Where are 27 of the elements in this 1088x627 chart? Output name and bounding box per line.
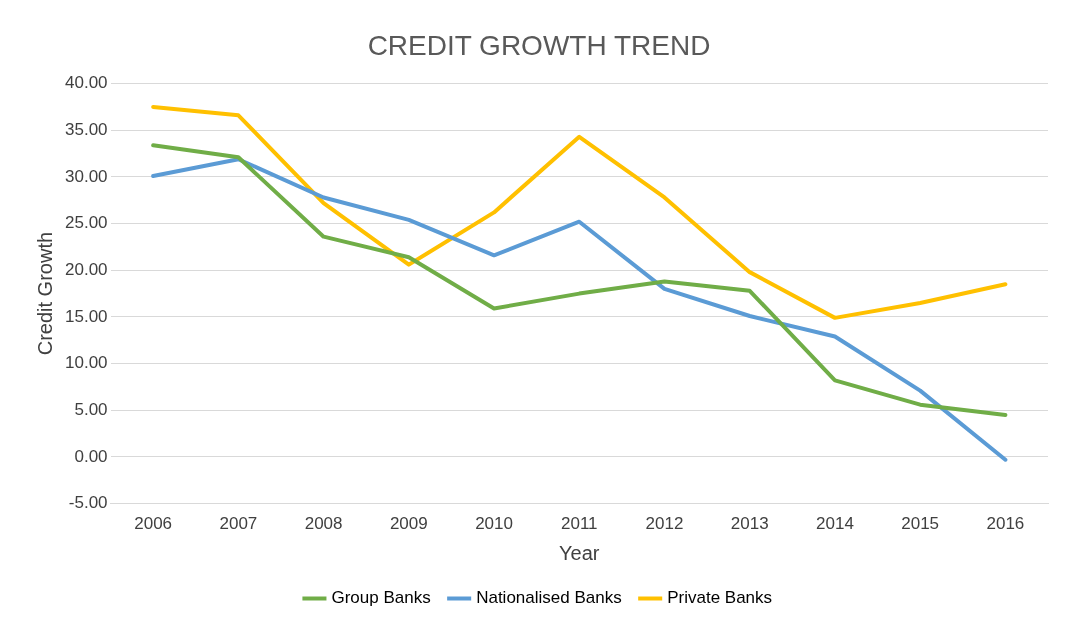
x-tick-label: 2006 xyxy=(134,514,173,534)
x-tick-label: 2009 xyxy=(389,514,428,534)
x-tick-label: 2015 xyxy=(901,514,940,534)
legend-label: Group Banks xyxy=(331,588,431,608)
x-tick-label: 2011 xyxy=(560,514,598,534)
y-tick-label: -5.00 xyxy=(68,493,108,513)
y-tick-label: 35.00 xyxy=(64,119,108,139)
x-tick-label: 2007 xyxy=(219,514,258,534)
legend-label: Nationalised Banks xyxy=(476,588,622,608)
y-tick-label: 20.00 xyxy=(64,259,108,279)
legend-label: Private Banks xyxy=(667,588,773,608)
y-tick-label: 0.00 xyxy=(74,446,108,466)
y-axis-title: Credit Growth xyxy=(33,231,56,356)
x-tick-label: 2012 xyxy=(645,514,684,534)
y-tick-label: 40.00 xyxy=(64,73,108,93)
x-tick-label: 2013 xyxy=(730,514,769,534)
x-axis-title: Year xyxy=(559,541,600,564)
chart-title: CREDIT GROWTH TREND xyxy=(367,29,711,61)
x-tick-label: 2008 xyxy=(304,514,343,534)
x-tick-label: 2010 xyxy=(475,514,513,534)
y-tick-label: 30.00 xyxy=(64,166,108,186)
y-tick-label: 5.00 xyxy=(74,399,108,419)
y-tick-label: 10.00 xyxy=(64,353,108,373)
y-tick-label: 15.00 xyxy=(64,306,108,326)
x-tick-label: 2016 xyxy=(986,514,1025,534)
x-tick-label: 2014 xyxy=(816,514,854,534)
y-tick-label: 25.00 xyxy=(64,213,108,233)
